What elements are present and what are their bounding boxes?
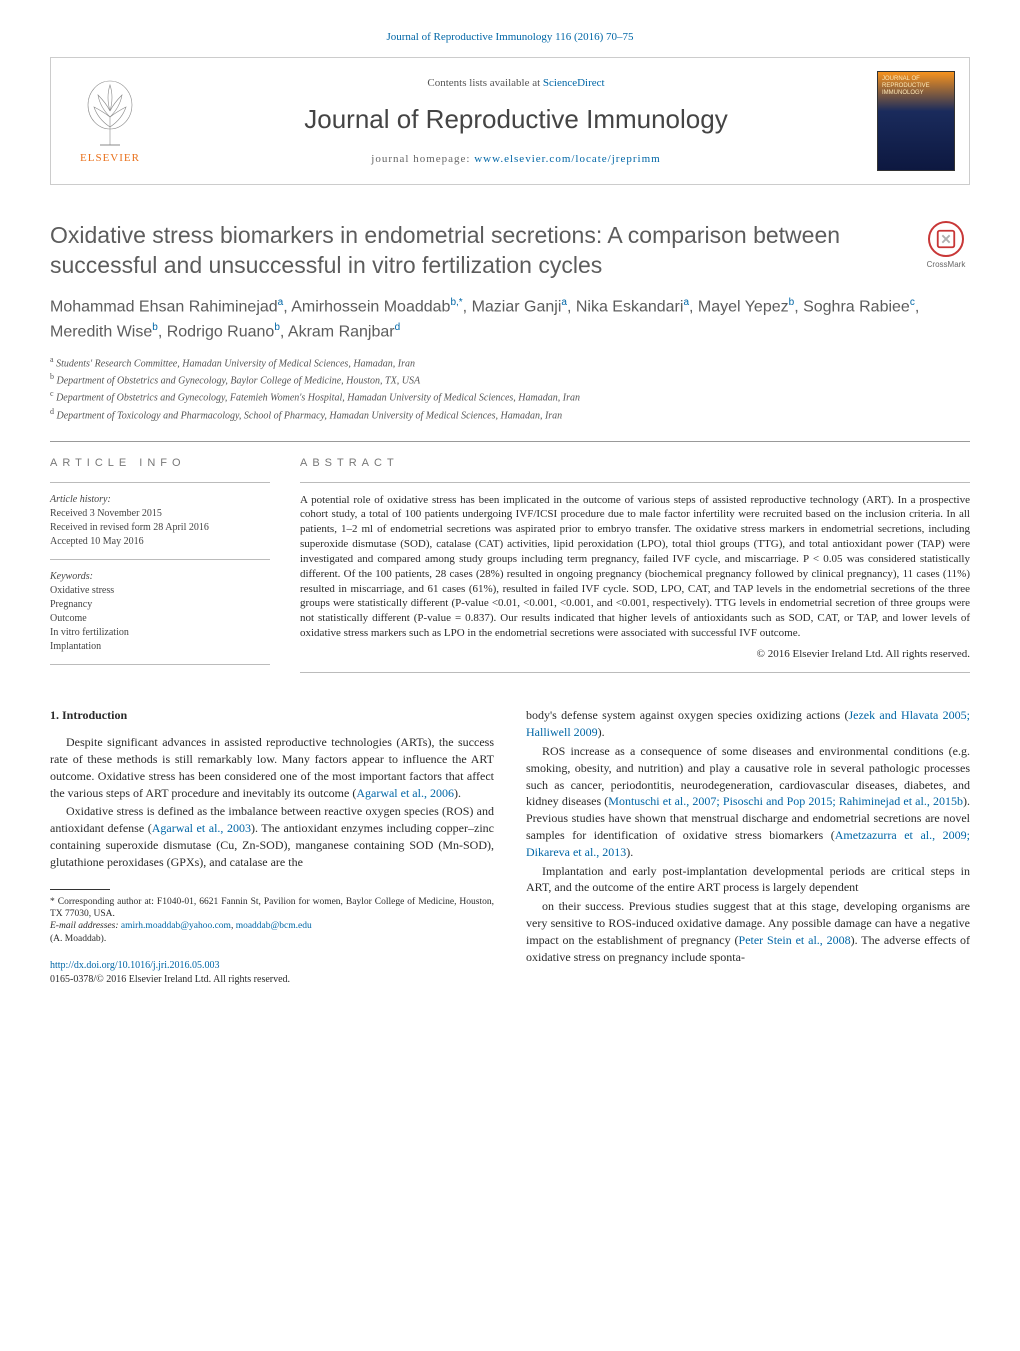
contents-line: Contents lists available at ScienceDirec… bbox=[155, 76, 877, 91]
article-history: Article history: Received 3 November 201… bbox=[50, 493, 270, 549]
keyword: Pregnancy bbox=[50, 598, 270, 612]
meta-rule bbox=[300, 672, 970, 673]
paragraph: Implantation and early post-implantation… bbox=[526, 863, 970, 897]
publisher-logo: ELSEVIER bbox=[65, 66, 155, 176]
paragraph: ROS increase as a consequence of some di… bbox=[526, 743, 970, 861]
corresponding-author-footnote: * Corresponding author at: F1040-01, 662… bbox=[50, 896, 494, 945]
elsevier-tree-icon bbox=[80, 77, 140, 147]
paragraph: on their success. Previous studies sugge… bbox=[526, 898, 970, 965]
meta-rule bbox=[50, 559, 270, 560]
article-title: Oxidative stress biomarkers in endometri… bbox=[50, 221, 902, 281]
body-left-column: 1. Introduction Despite significant adva… bbox=[50, 707, 494, 987]
homepage-line: journal homepage: www.elsevier.com/locat… bbox=[155, 152, 877, 167]
homepage-link[interactable]: www.elsevier.com/locate/jreprimm bbox=[474, 153, 660, 165]
abstract-heading: ABSTRACT bbox=[300, 456, 970, 471]
publisher-name: ELSEVIER bbox=[80, 151, 140, 166]
paragraph: body's defense system against oxygen spe… bbox=[526, 707, 970, 741]
affiliation: b Department of Obstetrics and Gynecolog… bbox=[50, 371, 970, 388]
email-link[interactable]: amirh.moaddab@yahoo.com bbox=[121, 921, 231, 931]
section-rule bbox=[50, 441, 970, 442]
citation-link[interactable]: Montuschi et al., 2007; Pisoschi and Pop… bbox=[608, 794, 963, 808]
citation-link[interactable]: Peter Stein et al., 2008 bbox=[739, 933, 851, 947]
sciencedirect-link[interactable]: ScienceDirect bbox=[543, 77, 605, 89]
keyword: Implantation bbox=[50, 640, 270, 654]
affiliations: a Students' Research Committee, Hamadan … bbox=[50, 354, 970, 423]
article-info-heading: ARTICLE INFO bbox=[50, 456, 270, 471]
email-link[interactable]: moaddab@bcm.edu bbox=[236, 921, 312, 931]
citation-link[interactable]: Agarwal et al., 2003 bbox=[152, 821, 251, 835]
meta-rule bbox=[50, 482, 270, 483]
affiliation: a Students' Research Committee, Hamadan … bbox=[50, 354, 970, 371]
affiliation: d Department of Toxicology and Pharmacol… bbox=[50, 406, 970, 423]
meta-rule bbox=[50, 664, 270, 665]
crossmark-badge[interactable]: CrossMark bbox=[922, 221, 970, 270]
journal-name: Journal of Reproductive Immunology bbox=[155, 101, 877, 137]
running-head: Journal of Reproductive Immunology 116 (… bbox=[50, 30, 970, 45]
citation-link[interactable]: Agarwal et al., 2006 bbox=[356, 786, 454, 800]
crossmark-icon bbox=[928, 221, 964, 257]
keywords-block: Keywords: Oxidative stressPregnancyOutco… bbox=[50, 570, 270, 654]
paragraph: Oxidative stress is defined as the imbal… bbox=[50, 803, 494, 870]
keyword: Outcome bbox=[50, 612, 270, 626]
masthead: ELSEVIER Contents lists available at Sci… bbox=[50, 57, 970, 185]
section-1-heading: 1. Introduction bbox=[50, 707, 494, 724]
keyword: Oxidative stress bbox=[50, 584, 270, 598]
journal-cover-thumb bbox=[877, 71, 955, 171]
crossmark-label: CrossMark bbox=[922, 259, 970, 270]
abstract-text: A potential role of oxidative stress has… bbox=[300, 493, 970, 641]
body-right-column: body's defense system against oxygen spe… bbox=[526, 707, 970, 987]
affiliation: c Department of Obstetrics and Gynecolog… bbox=[50, 388, 970, 405]
paragraph: Despite significant advances in assisted… bbox=[50, 734, 494, 801]
keyword: In vitro fertilization bbox=[50, 626, 270, 640]
footnote-rule bbox=[50, 889, 110, 890]
meta-rule bbox=[300, 482, 970, 483]
author-list: Mohammad Ehsan Rahiminejada, Amirhossein… bbox=[50, 295, 970, 344]
doi-block: http://dx.doi.org/10.1016/j.jri.2016.05.… bbox=[50, 959, 494, 987]
doi-link[interactable]: http://dx.doi.org/10.1016/j.jri.2016.05.… bbox=[50, 960, 220, 971]
abstract-copyright: © 2016 Elsevier Ireland Ltd. All rights … bbox=[300, 647, 970, 662]
